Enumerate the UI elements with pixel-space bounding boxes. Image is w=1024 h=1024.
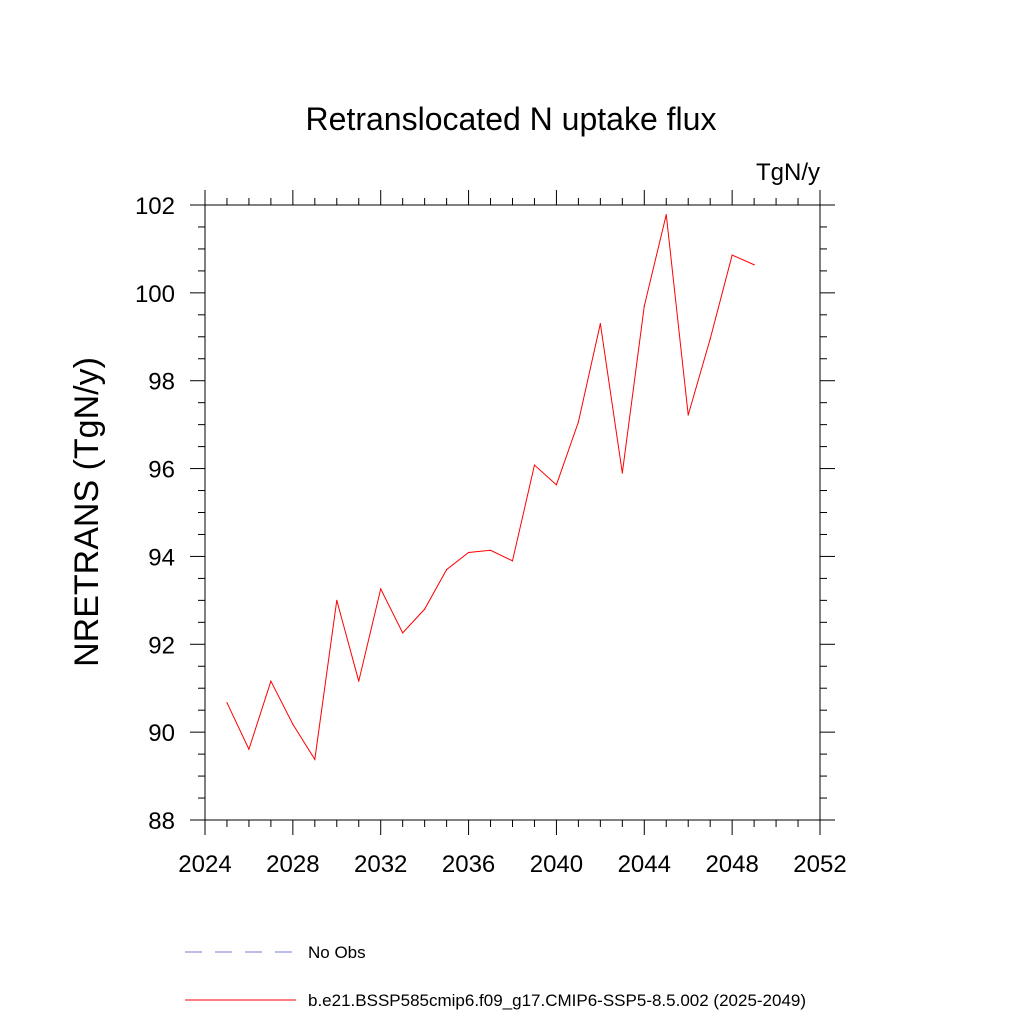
units-label: TgN/y (756, 159, 820, 186)
x-tick-label: 2028 (266, 851, 319, 878)
x-tick-label: 2032 (354, 851, 407, 878)
y-tick-label: 92 (148, 632, 175, 659)
y-tick-label: 98 (148, 369, 175, 396)
chart-title: Retranslocated N uptake flux (306, 101, 717, 137)
data-point (248, 748, 250, 750)
series-line (226, 214, 755, 761)
data-point (489, 549, 492, 551)
legend-label: b.e21.BSSP585cmip6.f09_g17.CMIP6-SSP5-8.… (308, 991, 806, 1010)
axis-ticks (190, 190, 835, 835)
x-tick-label: 2036 (442, 851, 495, 878)
data-point (621, 472, 623, 474)
data-point (467, 551, 470, 554)
x-tick-label: 2044 (618, 851, 671, 878)
y-tick-label: 102 (135, 193, 175, 220)
y-tick-label: 94 (148, 544, 175, 571)
data-point (424, 608, 426, 610)
data-point (753, 264, 755, 266)
y-tick-label: 96 (148, 457, 175, 484)
data-point (446, 569, 448, 571)
y-tick-label: 100 (135, 281, 175, 308)
data-point (577, 421, 579, 423)
data-point (643, 305, 645, 307)
series-layer (226, 214, 755, 761)
x-tick-label: 2052 (793, 851, 846, 878)
data-point (555, 484, 558, 486)
x-tick-label: 2048 (705, 851, 758, 878)
data-point (358, 680, 360, 682)
data-point (599, 323, 601, 325)
data-point (731, 254, 733, 256)
data-point (270, 680, 272, 682)
y-axis-label: NRETRANS (TgN/y) (68, 357, 106, 667)
data-point (687, 414, 689, 416)
data-point (665, 214, 667, 216)
data-point (336, 599, 338, 601)
data-point (402, 632, 404, 634)
y-tick-label: 90 (148, 720, 175, 747)
legend: No Obs b.e21.BSSP585cmip6.f09_g17.CMIP6-S… (185, 943, 806, 1010)
data-point (511, 560, 514, 562)
data-point (533, 464, 536, 466)
x-tick-label: 2024 (178, 851, 231, 878)
data-point (226, 702, 228, 704)
y-tick-label: 88 (148, 808, 175, 835)
x-tick-label: 2040 (530, 851, 583, 878)
data-point (709, 338, 711, 340)
data-point (314, 758, 316, 760)
plot-frame (204, 204, 821, 821)
data-point (380, 588, 382, 590)
data-point (292, 723, 294, 725)
legend-label: No Obs (308, 943, 366, 962)
axis-tick-labels: 2024 2028 2032 2036 2040 2044 2048 2052 88 90 92 94… (135, 193, 847, 878)
